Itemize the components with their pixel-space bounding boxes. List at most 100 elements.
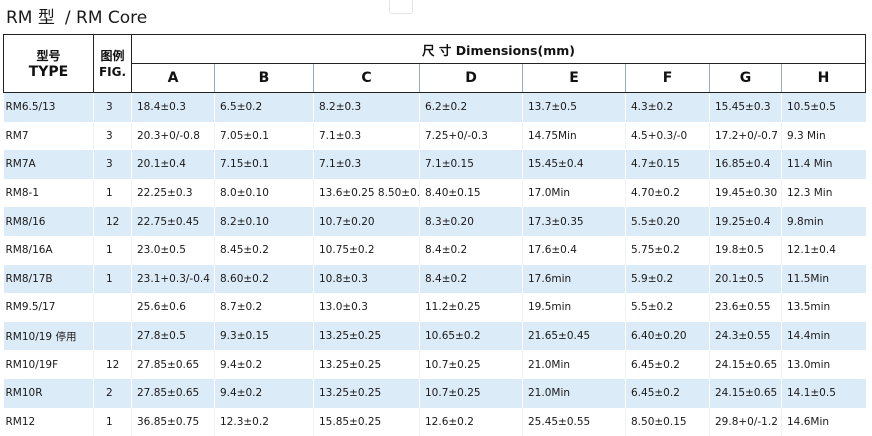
cell-fig (94, 322, 132, 351)
cell-fig: 1 (94, 408, 132, 436)
cell-c: 10.7±0.20 (314, 207, 420, 236)
cell-h: 13.0min (782, 350, 866, 379)
column-header-f: F (626, 64, 710, 93)
cell-b: 9.4±0.2 (215, 350, 314, 379)
title-en: / RM Core (65, 8, 147, 28)
cell-a: 25.6±0.6 (132, 293, 215, 322)
dimensions-header-cn: 尺 寸 (422, 43, 451, 58)
cell-g: 19.8±0.5 (710, 236, 782, 265)
cell-f: 4.5+0.3/-0 (626, 122, 710, 151)
cell-f: 5.5±0.20 (626, 207, 710, 236)
cell-fig: 3 (94, 122, 132, 151)
page-title: RM 型 / RM Core (6, 3, 147, 28)
cell-b: 7.05±0.1 (215, 122, 314, 151)
cell-e: 13.7±0.5 (523, 93, 626, 122)
cell-d: 8.4±0.2 (420, 236, 523, 265)
cell-type: RM7A (4, 150, 94, 179)
dimensions-header: 尺 寸 Dimensions(mm) (132, 35, 866, 64)
cell-e: 17.6min (523, 265, 626, 294)
cell-f: 5.9±0.2 (626, 265, 710, 294)
cell-h: 14.4min (782, 322, 866, 351)
cell-a: 20.1±0.4 (132, 150, 215, 179)
cell-d: 10.65±0.2 (420, 322, 523, 351)
cell-c: 13.25±0.25 (314, 322, 420, 351)
cell-h: 13.5min (782, 293, 866, 322)
cell-e: 17.3±0.35 (523, 207, 626, 236)
fig-header-en: FIG. (95, 63, 130, 81)
cell-g: 23.6±0.55 (710, 293, 782, 322)
dimensions-header-en: Dimensions(mm) (456, 43, 575, 58)
column-header-a: A (132, 64, 215, 93)
cell-type: RM8/16 (4, 207, 94, 236)
cell-e: 17.0Min (523, 179, 626, 208)
cell-c: 13.25±0.25 (314, 379, 420, 408)
cell-fig: 2 (94, 379, 132, 408)
cell-c: 10.8±0.3 (314, 265, 420, 294)
cell-f: 4.70±0.2 (626, 179, 710, 208)
cell-c: 8.2±0.3 (314, 93, 420, 122)
type-header-cn: 型号 (5, 49, 92, 63)
column-header-b: B (215, 64, 314, 93)
column-header-e: E (523, 64, 626, 93)
cell-h: 11.5Min (782, 265, 866, 294)
cell-f: 4.3±0.2 (626, 93, 710, 122)
cell-c: 13.0±0.3 (314, 293, 420, 322)
cell-e: 21.0Min (523, 379, 626, 408)
cell-h: 12.1±0.4 (782, 236, 866, 265)
cell-fig: 3 (94, 93, 132, 122)
cell-b: 9.4±0.2 (215, 379, 314, 408)
cell-g: 24.15±0.65 (710, 379, 782, 408)
cell-d: 8.4±0.2 (420, 265, 523, 294)
cell-d: 12.6±0.2 (420, 408, 523, 436)
cell-fig: 1 (94, 265, 132, 294)
cell-a: 22.75±0.45 (132, 207, 215, 236)
cell-b: 6.5±0.2 (215, 93, 314, 122)
cell-a: 27.8±0.5 (132, 322, 215, 351)
cell-e: 14.75Min (523, 122, 626, 151)
cell-e: 19.5min (523, 293, 626, 322)
cell-b: 8.60±0.2 (215, 265, 314, 294)
column-header-h: H (782, 64, 866, 93)
cell-h: 9.8min (782, 207, 866, 236)
cell-type: RM7 (4, 122, 94, 151)
cell-type: RM10R (4, 379, 94, 408)
cell-f: 6.40±0.20 (626, 322, 710, 351)
cell-g: 15.45±0.3 (710, 93, 782, 122)
header-row-1: 型号 TYPE 图例 FIG. 尺 寸 Dimensions(mm) (4, 35, 866, 64)
cell-c: 10.75±0.2 (314, 236, 420, 265)
cell-a: 22.25±0.3 (132, 179, 215, 208)
cell-fig (94, 293, 132, 322)
type-header-en: TYPE (5, 63, 92, 81)
cell-c: 7.1±0.3 (314, 122, 420, 151)
cell-h: 9.3 Min (782, 122, 866, 151)
cell-f: 5.5±0.2 (626, 293, 710, 322)
cell-d: 7.1±0.15 (420, 150, 523, 179)
cell-f: 5.75±0.2 (626, 236, 710, 265)
cell-d: 10.7±0.25 (420, 350, 523, 379)
cell-g: 16.85±0.4 (710, 150, 782, 179)
cell-h: 10.5±0.5 (782, 93, 866, 122)
cell-type: RM10/19 停用 (4, 322, 94, 351)
cell-d: 7.25+0/-0.3 (420, 122, 523, 151)
decorative-tab (389, 0, 413, 14)
cell-fig: 1 (94, 236, 132, 265)
cell-b: 8.2±0.10 (215, 207, 314, 236)
cell-e: 17.6±0.4 (523, 236, 626, 265)
cell-e: 21.0Min (523, 350, 626, 379)
cell-g: 19.45±0.30 (710, 179, 782, 208)
cell-b: 8.0±0.10 (215, 179, 314, 208)
title-cn: RM 型 (6, 8, 55, 28)
cell-d: 8.40±0.15 (420, 179, 523, 208)
rm-core-dimensions-table: 型号 TYPE 图例 FIG. 尺 寸 Dimensions(mm) A B C… (3, 34, 866, 436)
cell-b: 7.15±0.1 (215, 150, 314, 179)
cell-g: 19.25±0.4 (710, 207, 782, 236)
